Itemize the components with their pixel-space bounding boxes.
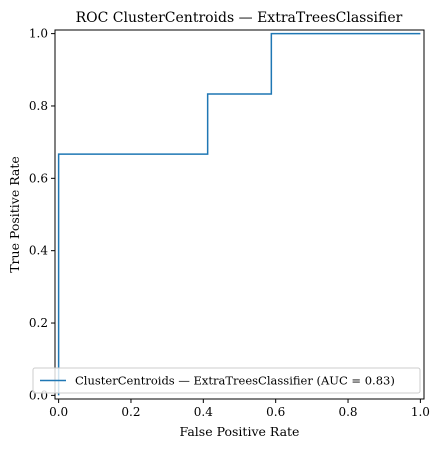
x-axis-label: False Positive Rate <box>180 424 300 439</box>
chart-title: ROC ClusterCentroids — ExtraTreesClassif… <box>76 10 403 26</box>
x-tick-label: 0.4 <box>194 405 213 419</box>
y-tick-label: 0.4 <box>29 244 48 258</box>
legend: ClusterCentroids — ExtraTreesClassifier … <box>32 367 421 394</box>
x-tick-label: 0.0 <box>49 405 68 419</box>
y-tick-label: 0.2 <box>29 316 48 330</box>
y-tick-label: 0.8 <box>29 99 48 113</box>
axes-frame <box>54 29 425 400</box>
x-axis-ticks: 0.0 0.2 0.4 0.6 0.8 1.0 <box>49 399 430 419</box>
roc-curve-line <box>57 32 421 396</box>
x-tick-label: 0.8 <box>338 405 357 419</box>
legend-entry-label: ClusterCentroids — ExtraTreesClassifier … <box>75 374 395 388</box>
y-axis-label: True Positive Rate <box>7 156 22 273</box>
legend-box <box>32 367 421 394</box>
y-axis-ticks: 0.00.20.40.60.81.0 <box>29 27 55 402</box>
y-tick-label: 1.0 <box>29 27 48 41</box>
series-lines <box>57 32 421 396</box>
y-tick-label: 0.6 <box>29 171 48 185</box>
plot-area: 0.0 0.2 0.4 0.6 0.8 1.0 0.0 0.2 0.4 0.6 0.8 1.0 <box>29 27 430 419</box>
x-tick-label: 0.6 <box>266 405 285 419</box>
x-tick-label: 0.2 <box>121 405 140 419</box>
x-tick-label: 1.0 <box>411 405 430 419</box>
